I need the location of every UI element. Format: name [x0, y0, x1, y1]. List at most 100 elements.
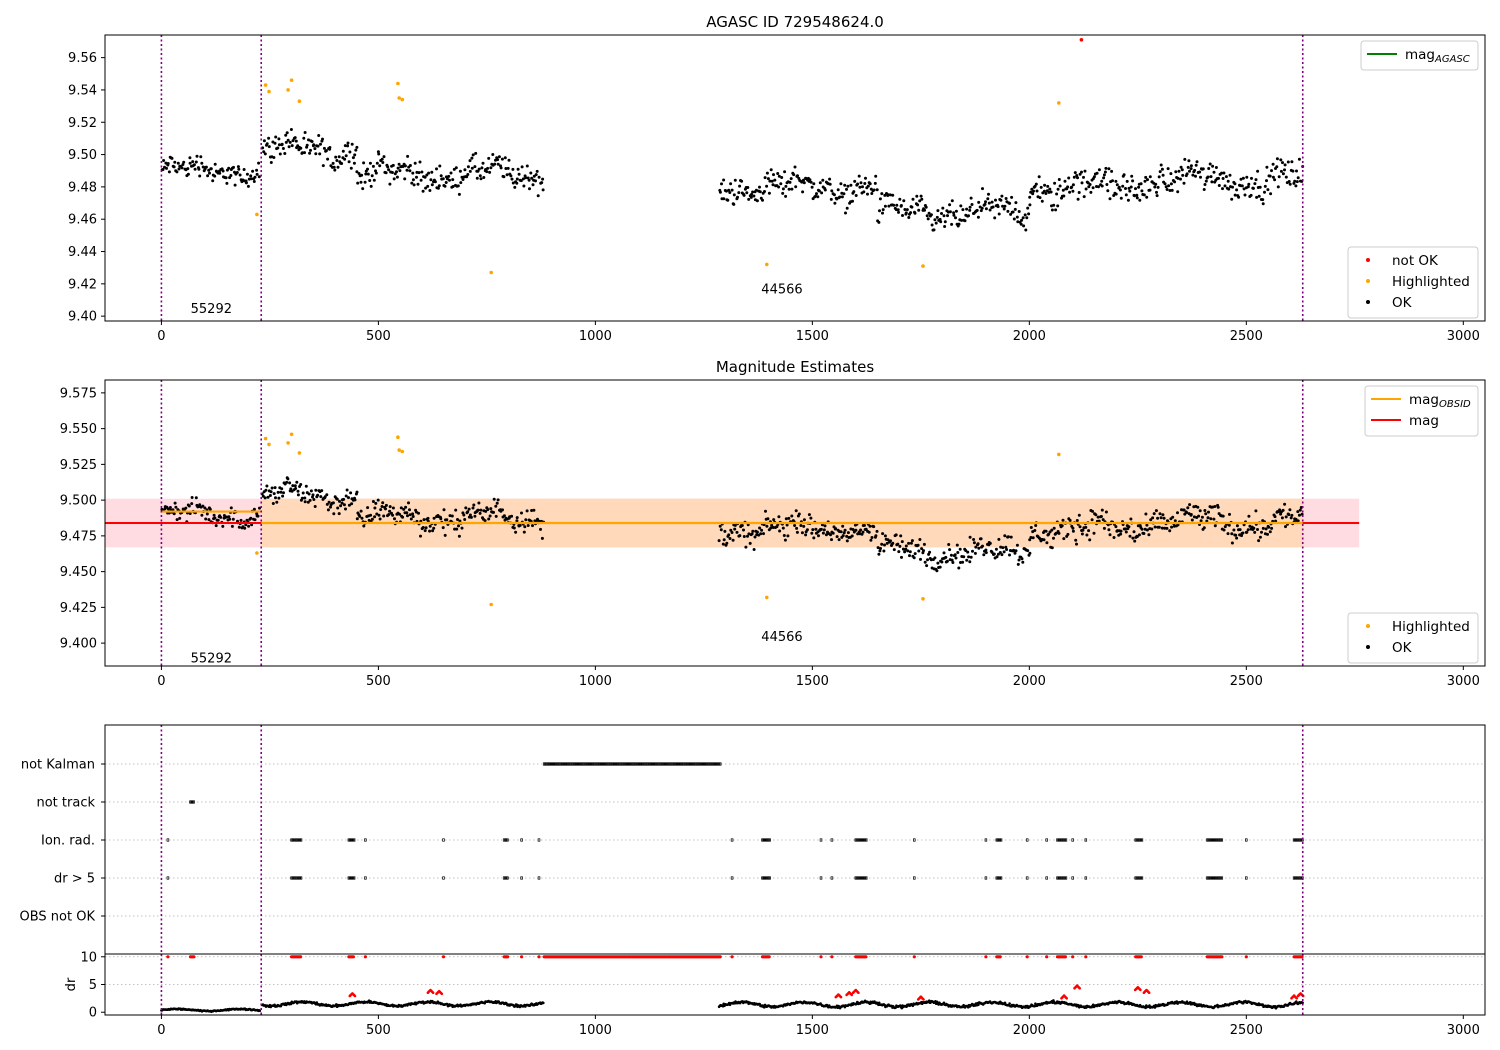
ok-point [488, 170, 492, 174]
ok-point [211, 179, 215, 183]
not-ok-point [1079, 38, 1084, 42]
ok-point [350, 502, 354, 506]
dr-clipped-point [1045, 955, 1049, 959]
ok-point [837, 538, 841, 542]
ok-point [1246, 528, 1250, 532]
ok-point [324, 149, 328, 153]
ok-point [372, 178, 376, 182]
ok-point [536, 194, 540, 198]
ok-point [1179, 165, 1183, 169]
ok-point [1205, 519, 1209, 523]
dr-excursion-point [922, 998, 925, 1001]
ok-point [996, 205, 1000, 209]
ok-point [1230, 532, 1234, 536]
ok-point [1138, 198, 1142, 202]
ok-point [1108, 533, 1112, 537]
ok-point [221, 169, 225, 173]
ok-point [902, 199, 906, 203]
x-tick-label: 3000 [1447, 329, 1480, 344]
ok-point [424, 526, 428, 530]
ok-point [794, 509, 798, 513]
ok-point [971, 549, 974, 553]
ok-point [1198, 509, 1202, 513]
ok-point [441, 177, 445, 181]
ok-point [1189, 167, 1193, 171]
ok-point [1076, 197, 1080, 201]
ok-point [173, 160, 177, 164]
ok-point [461, 178, 465, 181]
ok-point [286, 477, 290, 481]
ok-point [391, 163, 395, 167]
dr-clipped-point [830, 955, 834, 959]
ok-point [359, 509, 363, 513]
ok-point [1194, 163, 1198, 167]
ok-point [1198, 170, 1202, 174]
ok-point [216, 518, 220, 522]
ok-point [489, 507, 493, 511]
ok-point [1128, 534, 1132, 538]
ok-point [518, 523, 522, 527]
ok-point [977, 546, 981, 550]
ok-point [1253, 530, 1257, 534]
ok-point [470, 166, 474, 170]
ok-point [787, 187, 791, 191]
ok-point [1293, 179, 1297, 183]
ok-point [951, 561, 955, 564]
ok-point [822, 528, 826, 532]
ok-point [448, 178, 451, 182]
ok-point [1235, 524, 1239, 528]
ok-point [530, 176, 534, 180]
ok-point [1202, 526, 1206, 530]
ok-point [1006, 535, 1010, 539]
ok-point [870, 192, 874, 195]
ok-point [1012, 217, 1016, 221]
ok-point [724, 189, 728, 193]
ok-point [401, 165, 405, 168]
flag-marker [1045, 876, 1048, 880]
ok-point [463, 518, 467, 521]
ok-point [380, 505, 384, 508]
ok-point [325, 502, 329, 506]
x-tick-label: 500 [366, 1023, 391, 1038]
ok-point [462, 513, 466, 517]
ok-point [935, 569, 939, 573]
ok-point [1092, 175, 1096, 179]
ok-point [1188, 169, 1191, 173]
ok-point [1265, 165, 1269, 169]
ok-point [478, 511, 482, 515]
ok-point [1295, 180, 1299, 184]
ok-point [436, 186, 440, 190]
ok-point [1280, 516, 1284, 520]
ok-point [384, 503, 388, 507]
ok-point [1226, 532, 1230, 536]
ok-point [904, 544, 908, 548]
ok-point [928, 550, 932, 554]
ok-point [1010, 195, 1014, 199]
ok-point [878, 549, 882, 553]
ok-point [876, 546, 880, 550]
ok-point [725, 541, 729, 545]
dr-excursion-point [1147, 991, 1151, 994]
highlighted-point [289, 78, 294, 82]
legend-label: not OK [1392, 253, 1439, 269]
ok-point [209, 167, 213, 171]
ok-point [1238, 528, 1242, 532]
ok-point [328, 146, 332, 149]
ok-point [1132, 530, 1136, 534]
ok-point [309, 489, 313, 493]
ok-point [1145, 528, 1149, 532]
ok-point [735, 530, 739, 534]
ok-point [447, 174, 451, 178]
ok-point [1297, 513, 1301, 517]
ok-point [308, 151, 312, 155]
ok-point [313, 505, 317, 508]
ok-point [249, 174, 253, 178]
x-tick-label: 3000 [1447, 674, 1480, 689]
ok-point [409, 517, 413, 521]
ok-point [429, 178, 433, 182]
ok-point [749, 195, 753, 199]
ok-point [520, 511, 523, 515]
ok-point [1155, 190, 1158, 194]
ok-point [200, 161, 204, 165]
ok-point [802, 181, 806, 185]
